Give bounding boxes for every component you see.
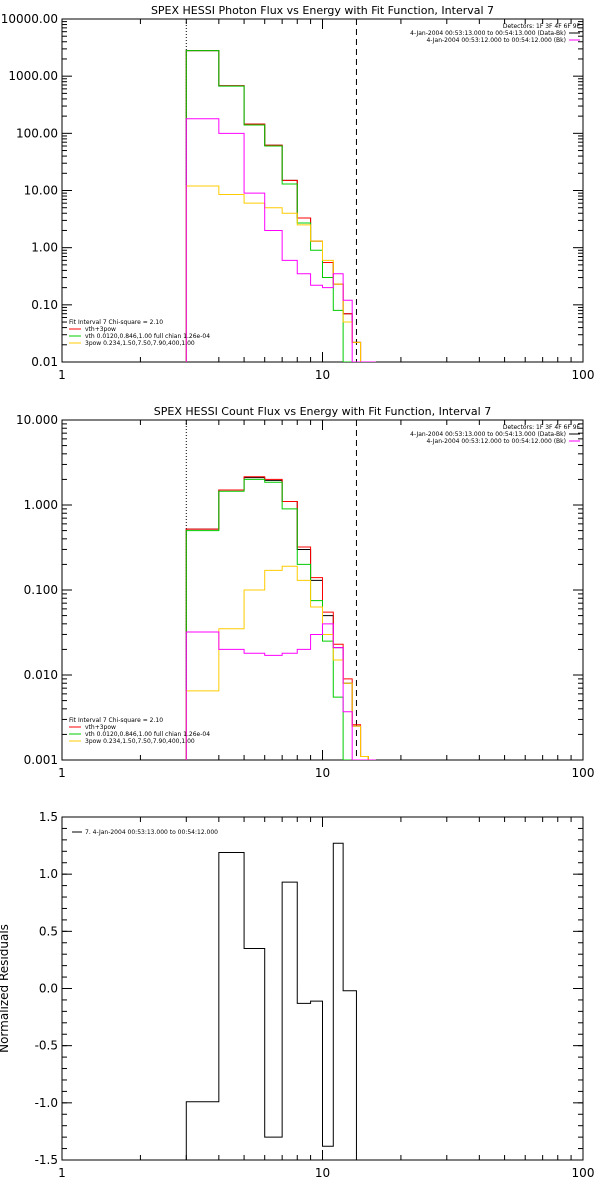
photon-flux-panel: SPEX HESSI Photon Flux vs Energy with Fi… [1,4,595,382]
x-tick-label: 1 [58,368,66,382]
legend-label: 3pow 0.234,1.50,7.50,7.90,400,1.00 [85,340,195,347]
x-tick-label: 10 [315,766,330,780]
y-tick-label: 1.00 [31,241,58,255]
x-tick-label: 100 [572,1166,595,1180]
series-group [185,476,376,760]
legend-label: 3pow 0.234,1.50,7.50,7.90,400,1.00 [85,738,195,745]
y-tick-label: 1.0 [39,867,58,881]
series-line-vth-3pow [185,50,376,362]
y-tick-label: 0.100 [24,583,58,597]
interval-text: 4-Jan-2004 00:53:12.000 to 00:54:12.000 … [426,438,566,445]
legend-label: vth+3pow [85,724,116,731]
y-tick-label: 0.01 [31,355,58,369]
y-axis-label: Normalized Residuals [0,924,11,1053]
fit-header-text: Fit Interval 7 Chi-square = 2.10 [69,319,163,326]
y-tick-label: 1.5 [39,810,58,824]
chart-title: SPEX HESSI Count Flux vs Energy with Fit… [154,405,491,418]
series-group [185,50,376,362]
interval-text: 4-Jan-2004 00:53:12.000 to 00:54:12.000 … [426,37,566,44]
x-tick-label: 1 [58,766,66,780]
y-tick-label: 0.010 [24,668,58,682]
y-tick-label: -1.0 [35,1096,58,1110]
x-tick-label: 100 [572,368,595,382]
plot-frame [61,18,584,363]
legend-label: vth 0.0120,0.846,1.00 full chian 1.26e-0… [85,333,210,340]
y-tick-label: 1000.00 [8,69,58,83]
series-line-vth [185,478,376,760]
x-tick-label: 100 [572,766,595,780]
series-line-data-bk [185,477,376,760]
y-tick-label: 10.000 [16,413,58,427]
detectors-text: Detectors: 1F 3F 4F 6F 9F [503,424,581,431]
series-line-bk [185,623,376,760]
y-tick-label: 1.000 [24,498,58,512]
series-group [185,842,357,1160]
y-tick-label: 0.10 [31,298,58,312]
detectors-text: Detectors: 1F 3F 4F 6F 9F [503,23,581,30]
series-line-vth [185,50,376,362]
y-tick-label: 0.0 [39,982,58,996]
y-tick-label: 100.00 [16,126,58,140]
interval-text: 4-Jan-2004 00:53:13.000 to 00:54:13.000 … [410,30,566,37]
fit-header-text: Fit Interval 7 Chi-square = 2.10 [69,717,163,724]
residuals-panel: 1 10 100 1.5 1.0 0.5 0.0 -0.5 -1.0 -1.5 Normalized… [0,810,594,1180]
legend-label: vth 0.0120,0.846,1.00 full chian 1.26e-0… [85,731,210,738]
y-tick-label: 0.001 [24,753,58,767]
series-line-bk [185,118,376,362]
x-tick-label: 1 [58,1166,66,1180]
legend-label: vth+3pow [85,326,116,333]
y-tick-label: 10.00 [24,184,58,198]
y-tick-label: -1.5 [35,1153,58,1167]
y-tick-label: -0.5 [35,1039,58,1053]
x-tick-label: 10 [315,368,330,382]
series-line-3pow [185,185,376,362]
series-line-data-bk [185,50,376,362]
interval-text: 4-Jan-2004 00:53:13.000 to 00:54:13.000 … [410,431,566,438]
y-tick-label: 0.5 [39,924,58,938]
legend-label: 7. 4-Jan-2004 00:53:13.000 to 00:54:12.0… [85,829,218,836]
series-line-vth-3pow [185,476,376,760]
x-tick-label: 10 [315,1166,330,1180]
count-flux-panel: SPEX HESSI Count Flux vs Energy with Fit… [16,405,594,780]
series-line-3pow [185,565,376,760]
chart-title: SPEX HESSI Photon Flux vs Energy with Fi… [151,4,494,17]
y-tick-label: 10000.00 [1,12,58,26]
series-line-7- [185,842,357,1160]
